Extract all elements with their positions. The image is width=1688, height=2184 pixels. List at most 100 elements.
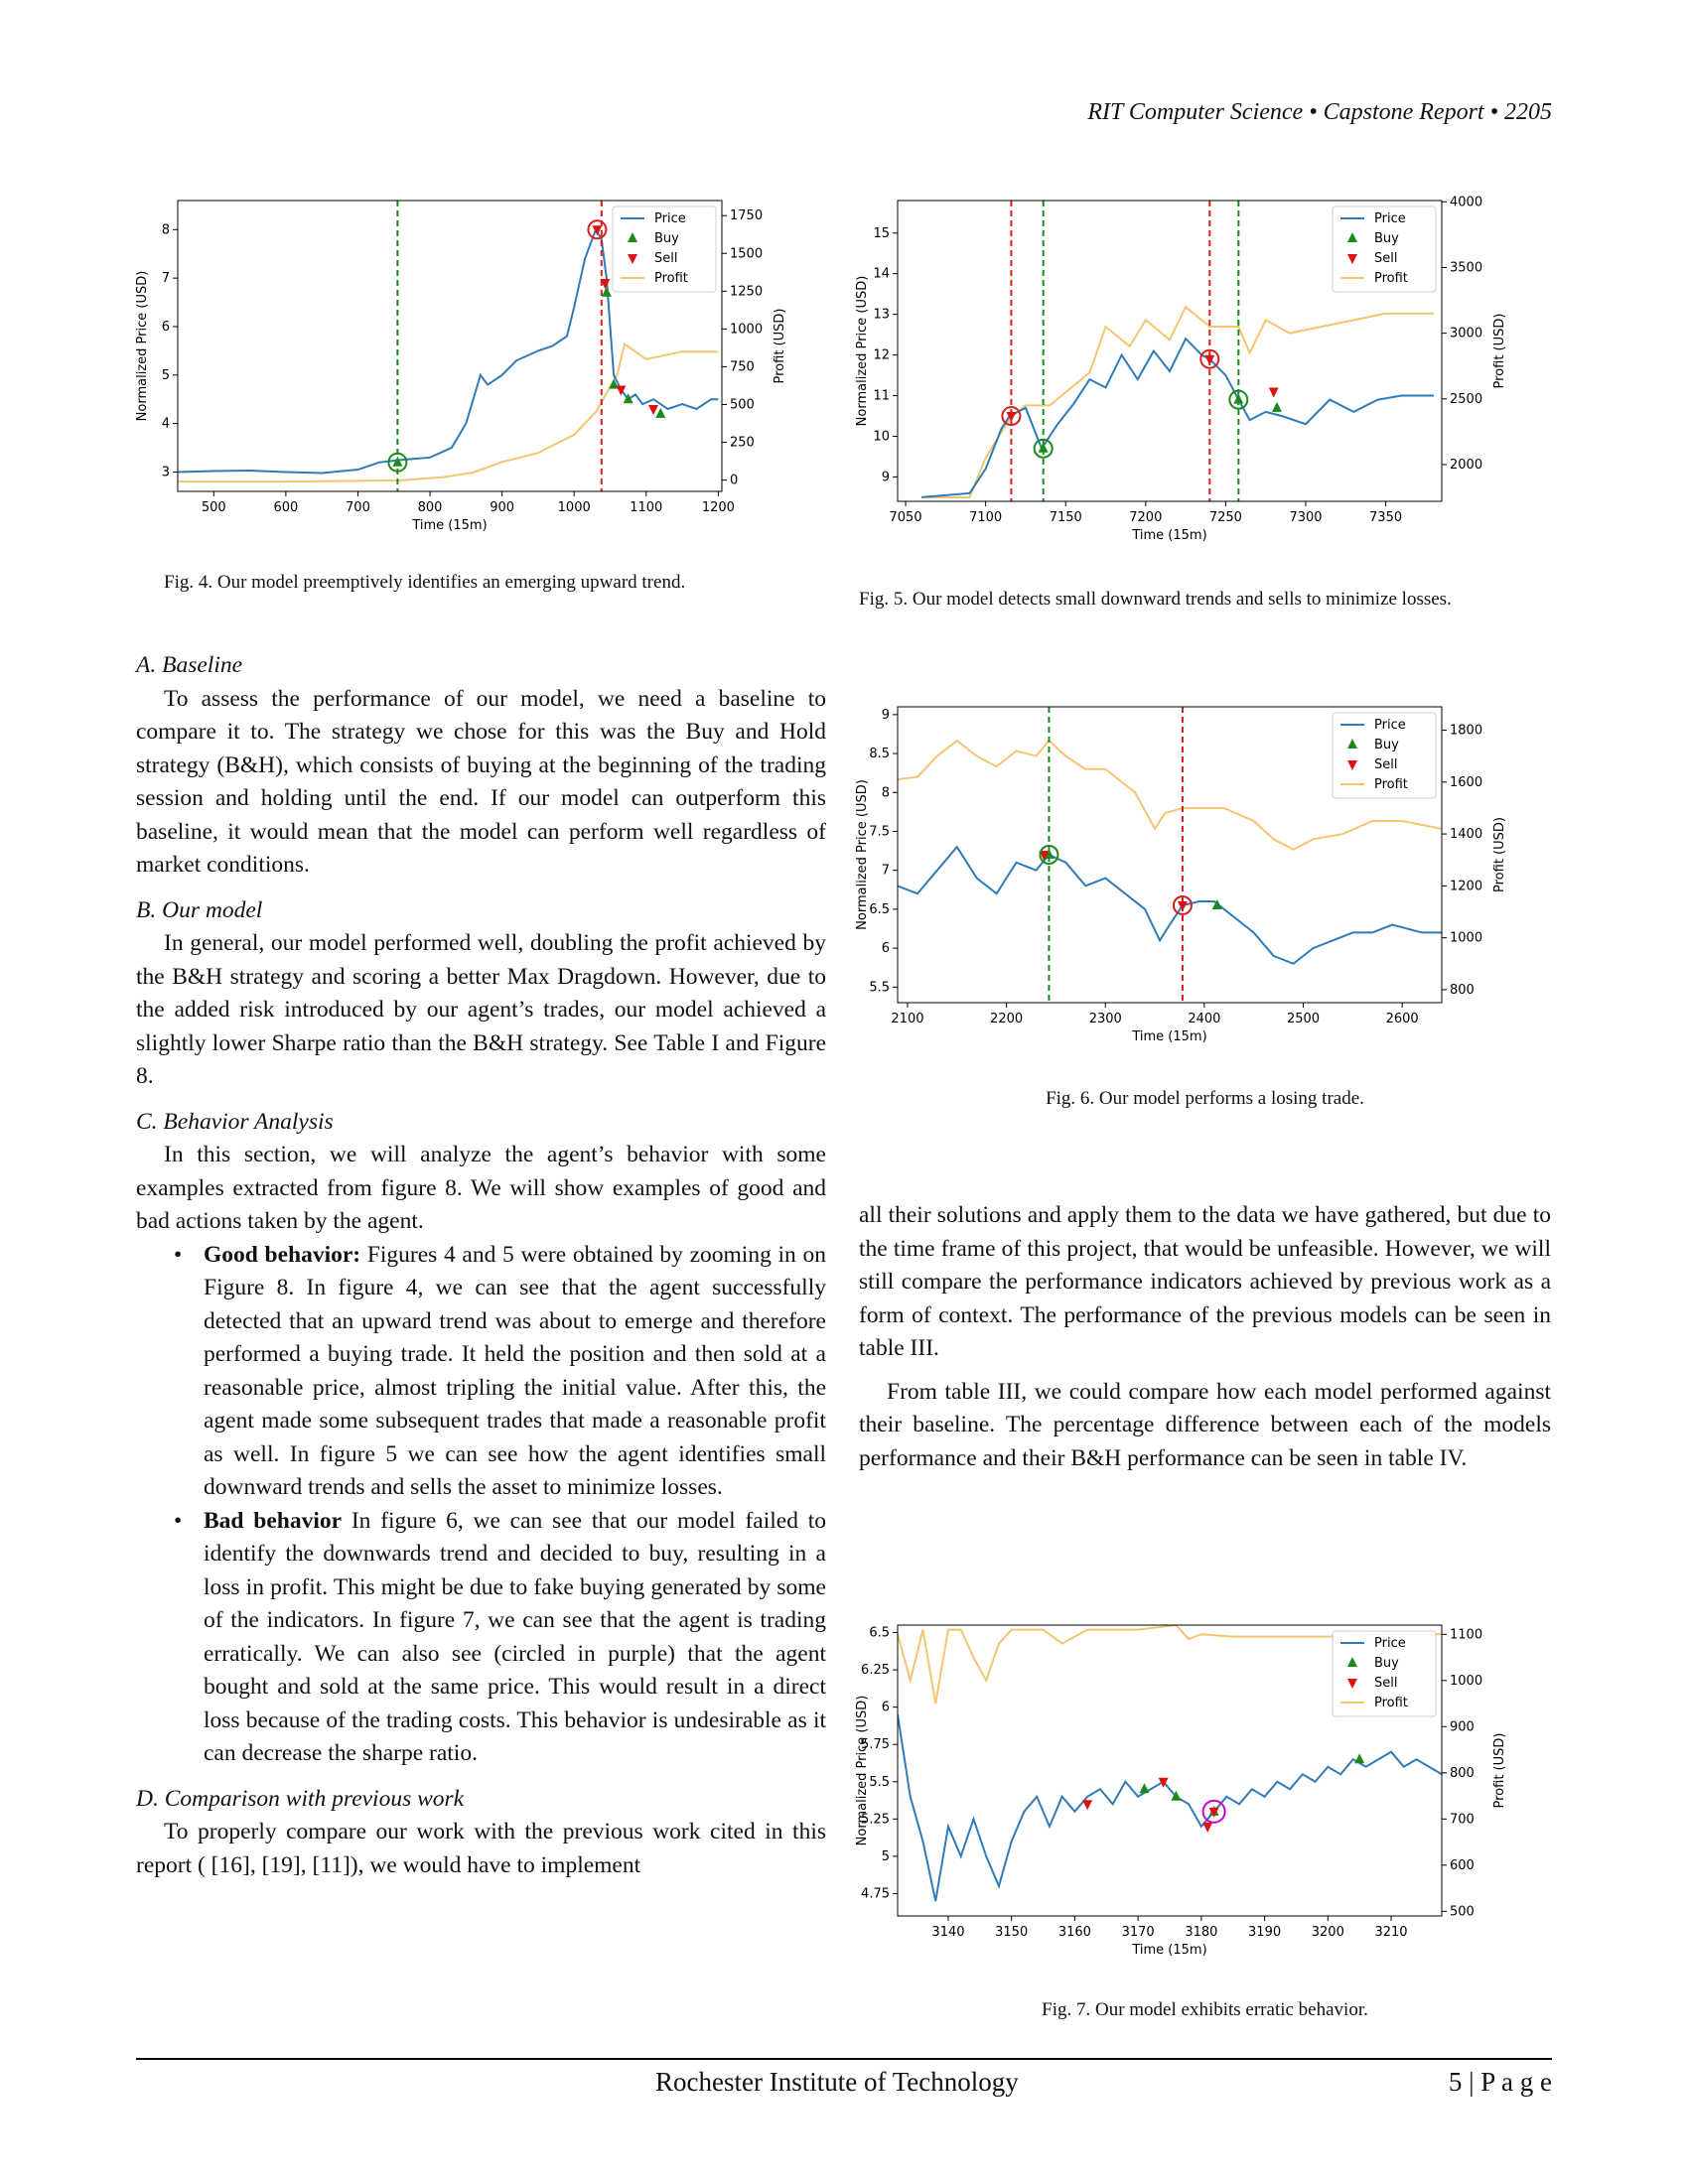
x-tick-label: 3170	[1122, 1925, 1155, 1940]
price-line	[921, 337, 1434, 498]
sell-marker	[1268, 387, 1279, 398]
footer-page-number: 5 | P a g e	[1448, 2067, 1552, 2097]
x-tick-label: 2300	[1089, 1012, 1122, 1026]
x-tick-label: 7100	[969, 510, 1002, 525]
y-tick-label: 3	[162, 465, 170, 479]
x-axis-label: Time (15m)	[411, 518, 487, 533]
sell-marker	[1006, 412, 1017, 423]
y-tick-label: 15	[873, 226, 890, 241]
legend-buy-swatch	[1347, 232, 1357, 242]
sell-marker	[648, 404, 659, 415]
y-tick-label: 5.5	[869, 980, 890, 995]
legend-label: Buy	[1374, 231, 1399, 246]
y-axis-label: Normalized Price (USD)	[856, 779, 870, 930]
y-tick-label: 9	[882, 470, 890, 484]
y2-tick-label: 1750	[730, 208, 763, 223]
buy-marker	[1233, 393, 1244, 404]
sell-marker	[1082, 1800, 1093, 1811]
buy-circle	[387, 452, 408, 473]
buy-marker	[623, 393, 633, 404]
buy-marker	[1271, 401, 1282, 412]
x-tick-label: 3190	[1248, 1925, 1281, 1940]
x-tick-label: 1000	[558, 500, 591, 515]
section-a-title: A. Baseline	[136, 652, 243, 678]
buy-circle	[1033, 438, 1054, 459]
y2-tick-label: 750	[730, 359, 755, 374]
x-tick-label: 7200	[1129, 510, 1162, 525]
section-c-text: In this section, we will analyze the age…	[136, 1142, 826, 1234]
y2-tick-label: 3000	[1450, 327, 1482, 341]
y2-tick-label: 1250	[730, 284, 763, 299]
right-paragraph-1: all their solutions and apply them to th…	[859, 1202, 1551, 1361]
footer-institution: Rochester Institute of Technology	[655, 2067, 1019, 2097]
x-tick-label: 900	[490, 500, 514, 515]
legend-label: Sell	[654, 251, 677, 266]
y2-tick-label: 800	[1450, 983, 1475, 998]
x-axis-label: Time (15m)	[1131, 1943, 1206, 1958]
figure-4-caption: Fig. 4. Our model preemptively identifie…	[164, 572, 686, 593]
bullet-bad-head: Bad behavior	[204, 1507, 343, 1534]
buy-marker	[1171, 1790, 1182, 1801]
figure-5-caption: Fig. 5. Our model detects small downward…	[859, 589, 1452, 610]
buy-marker	[1044, 849, 1055, 859]
y2-tick-label: 250	[730, 436, 755, 451]
y-tick-label: 6	[882, 941, 890, 956]
y-tick-label: 5.25	[861, 1812, 890, 1827]
y-tick-label: 4.75	[861, 1886, 890, 1901]
x-tick-label: 2600	[1386, 1012, 1419, 1026]
plot-frame	[897, 1624, 1443, 1917]
y-axis-label: Normalized Price (USD)	[856, 1696, 870, 1846]
y2-axis-label: Profit (USD)	[773, 309, 787, 384]
legend-label: Profit	[1374, 271, 1408, 286]
y-tick-label: 5.75	[861, 1737, 890, 1752]
purple-circle	[1201, 1799, 1226, 1824]
left-column: A. Baseline To assess the performance of…	[136, 649, 826, 1882]
y-tick-label: 5	[162, 368, 170, 383]
legend-buy-swatch	[628, 232, 637, 242]
sell-marker	[1202, 1822, 1213, 1833]
legend-label: Buy	[1374, 738, 1399, 752]
x-tick-label: 500	[202, 500, 226, 515]
x-tick-label: 600	[273, 500, 298, 515]
sell-marker	[600, 279, 611, 290]
legend-label: Buy	[654, 231, 679, 246]
y-tick-label: 10	[873, 429, 890, 444]
profit-line	[898, 1625, 1442, 1705]
y2-tick-label: 0	[730, 474, 738, 488]
sell-marker	[1177, 900, 1188, 911]
y-tick-label: 8.5	[869, 747, 890, 761]
buy-circle	[1039, 845, 1059, 865]
plot-frame	[897, 200, 1443, 502]
x-tick-label: 3200	[1312, 1925, 1344, 1940]
legend-label: Profit	[1374, 777, 1408, 792]
x-tick-label: 7150	[1050, 510, 1082, 525]
sell-circle	[1001, 406, 1022, 427]
sell-marker	[1204, 354, 1215, 365]
buy-circle	[1228, 389, 1249, 410]
legend-buy-swatch	[1347, 739, 1357, 749]
y2-axis-label: Profit (USD)	[1492, 817, 1507, 892]
section-d-title: D. Comparison with previous work	[136, 1785, 465, 1812]
sell-marker	[1158, 1777, 1169, 1788]
y-tick-label: 6	[162, 320, 170, 335]
y-tick-label: 11	[873, 389, 890, 404]
legend-label: Price	[1374, 1636, 1406, 1651]
y-tick-label: 7	[882, 864, 890, 879]
sell-circle	[1199, 348, 1220, 369]
y-tick-label: 6.5	[869, 1626, 890, 1641]
y-tick-label: 12	[873, 348, 890, 363]
y-tick-label: 6.25	[861, 1663, 890, 1678]
legend-label: Sell	[1374, 757, 1397, 772]
legend-sell-swatch	[628, 254, 637, 264]
section-d-text: To properly compare our work with the pr…	[136, 1819, 826, 1878]
y2-tick-label: 1000	[1450, 931, 1482, 946]
y2-tick-label: 1200	[1450, 879, 1482, 893]
section-b-title: B. Our model	[136, 896, 263, 923]
bullet-bad-behavior: • Bad behavior In figure 6, we can see th…	[174, 1507, 827, 1767]
footer-rule	[136, 2058, 1552, 2060]
y2-tick-label: 2000	[1450, 458, 1482, 473]
legend-label: Price	[1374, 211, 1406, 226]
profit-line	[178, 341, 719, 483]
legend-box	[1332, 1630, 1437, 1717]
x-axis-label: Time (15m)	[1131, 1029, 1206, 1044]
